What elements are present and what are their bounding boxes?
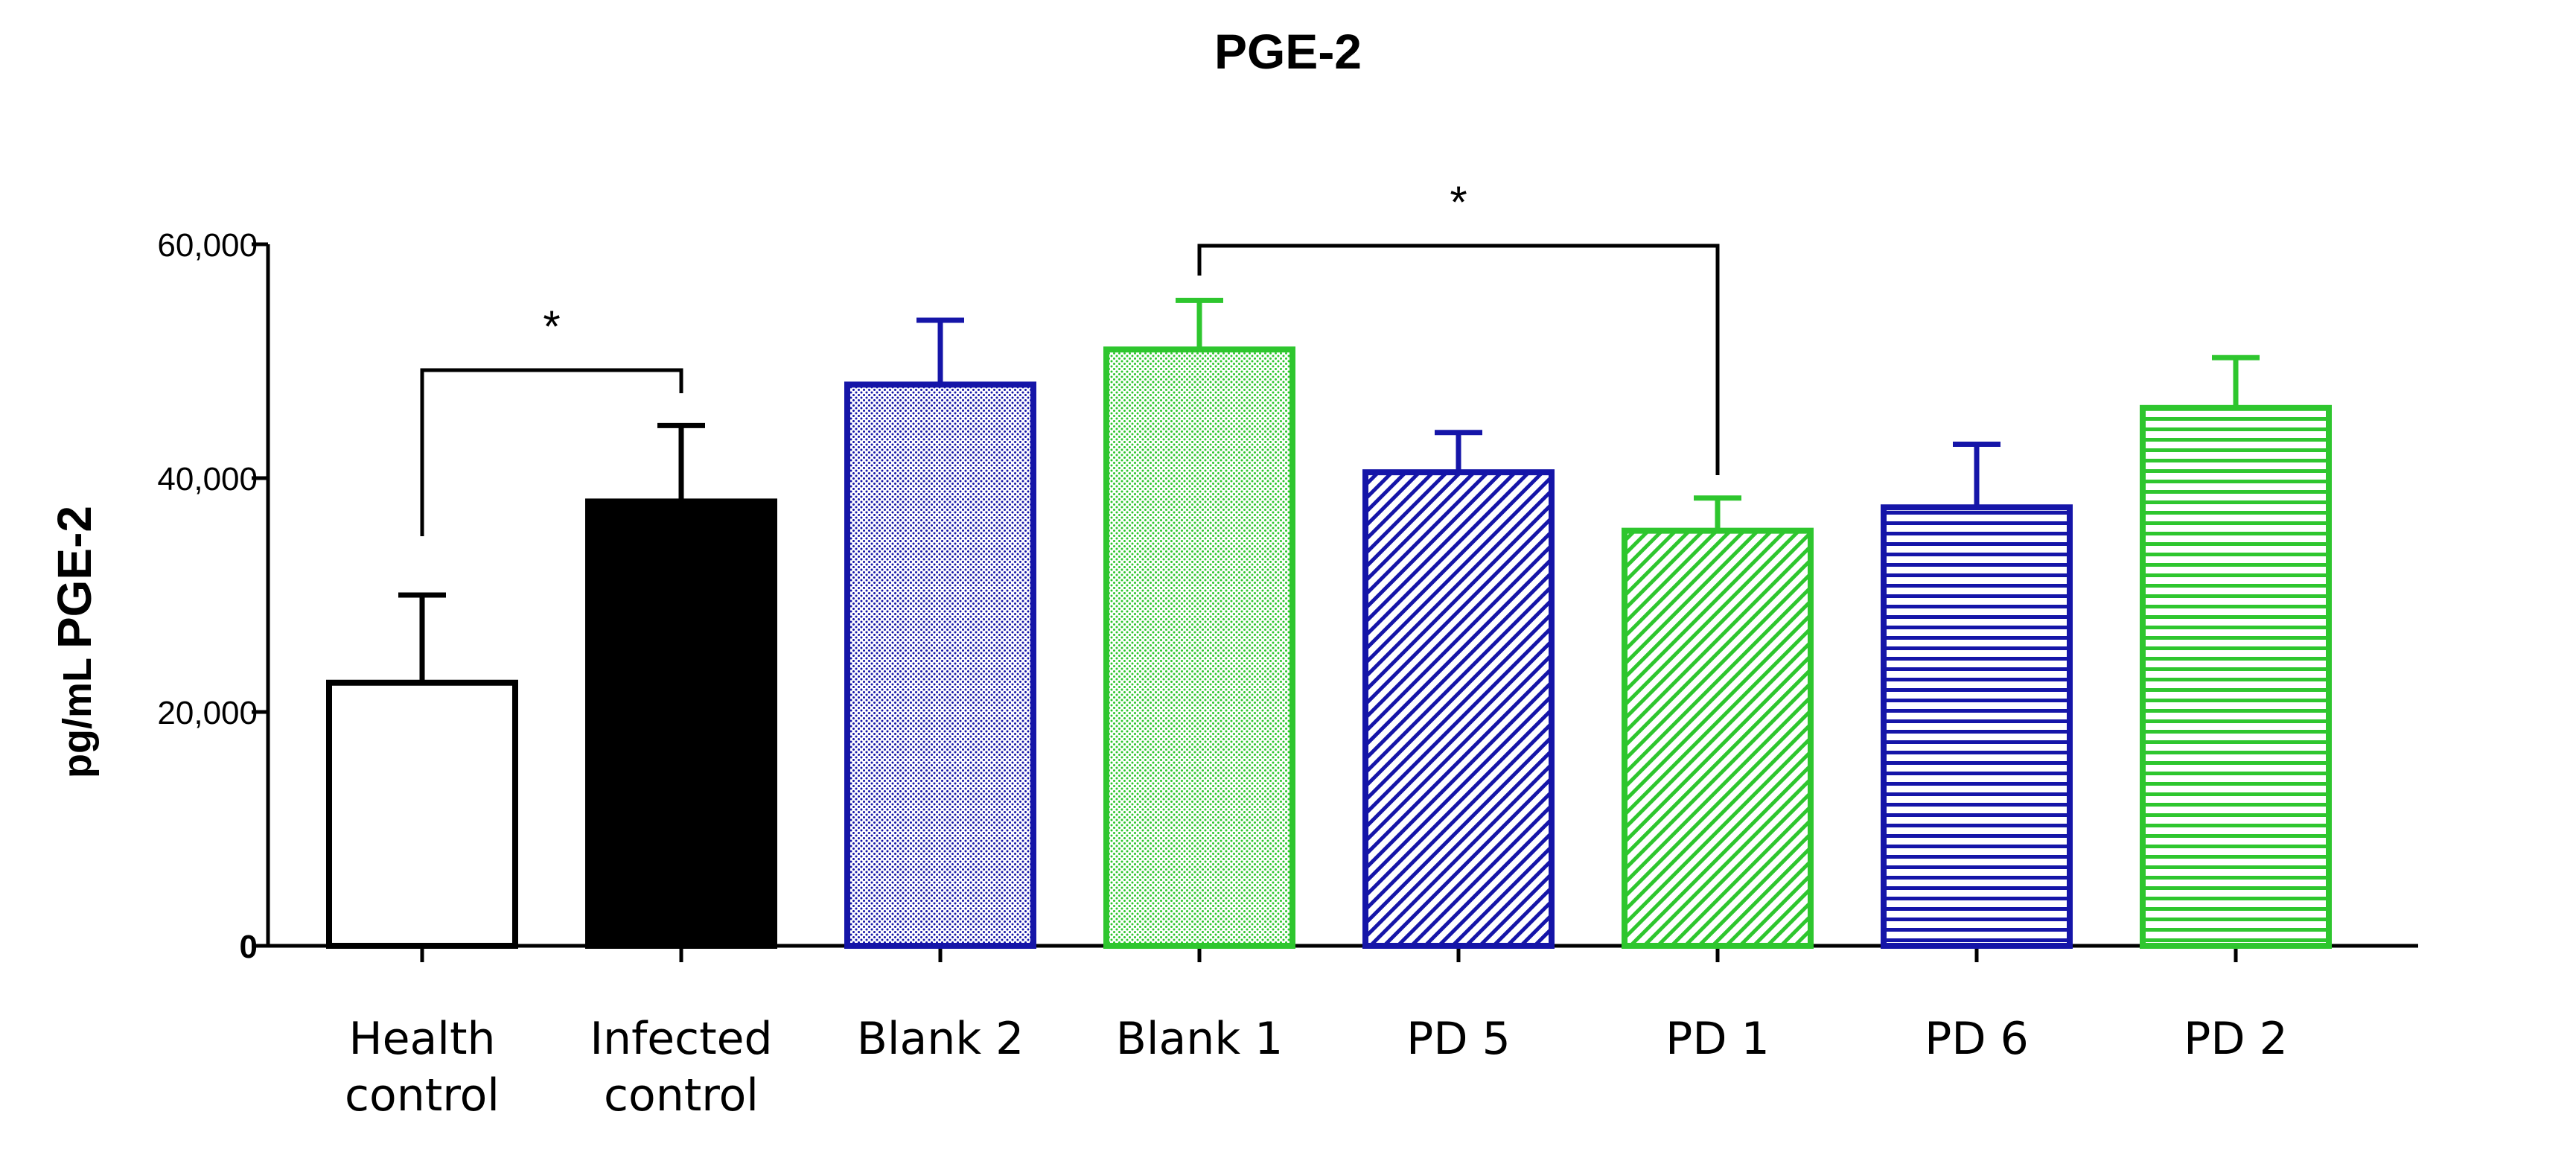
x-tick-label-line: control <box>604 1069 759 1122</box>
significance-bracket <box>420 368 683 536</box>
chart-title: PGE-2 <box>1214 24 1362 79</box>
bar <box>1881 504 2073 949</box>
bar <box>1622 527 1814 949</box>
x-tick-label: Blank 1 <box>1116 1013 1284 1065</box>
y-tick-label: 20,000 <box>157 695 258 731</box>
bar <box>2140 404 2332 949</box>
significance-marker: * <box>1450 177 1467 227</box>
x-tick-label-line: control <box>345 1069 500 1122</box>
significance-bracket <box>1197 244 1720 475</box>
x-tick-label: PD 2 <box>2184 1013 2288 1065</box>
x-tick-label: PD 1 <box>1665 1013 1770 1065</box>
x-tick-label: Infected control <box>590 1013 772 1122</box>
bar <box>1362 469 1555 949</box>
bar <box>326 679 518 949</box>
x-tick-label-line: PD 2 <box>2184 1013 2288 1065</box>
y-axis-label-unit: pg/mL <box>55 658 100 778</box>
y-tick-label: 60,000 <box>157 227 258 264</box>
x-tick-label-line: Infected <box>590 1013 772 1065</box>
x-tick-label: PD 6 <box>1925 1013 2029 1065</box>
x-tick-label: PD 5 <box>1406 1013 1511 1065</box>
bar <box>844 381 1036 949</box>
x-tick-label-line: Blank 1 <box>1116 1013 1284 1065</box>
y-tick-label: 0 <box>240 929 258 965</box>
y-axis-label-analyte: PGE-2 <box>48 506 101 649</box>
x-tick-label-line: PD 1 <box>1665 1013 1770 1065</box>
x-tick-label: Health control <box>345 1013 500 1122</box>
bar <box>585 498 777 949</box>
x-tick-label-line: Health <box>348 1013 495 1065</box>
x-tick-label-line: PD 5 <box>1406 1013 1511 1065</box>
significance-marker: * <box>543 302 560 352</box>
x-tick-label: Blank 2 <box>857 1013 1024 1065</box>
x-tick-label-line: Blank 2 <box>857 1013 1024 1065</box>
x-tick-label-line: PD 6 <box>1925 1013 2029 1065</box>
y-axis-label: pg/mL PGE-2 <box>48 506 101 778</box>
y-tick-label: 40,000 <box>157 461 258 497</box>
bar <box>1103 346 1295 949</box>
